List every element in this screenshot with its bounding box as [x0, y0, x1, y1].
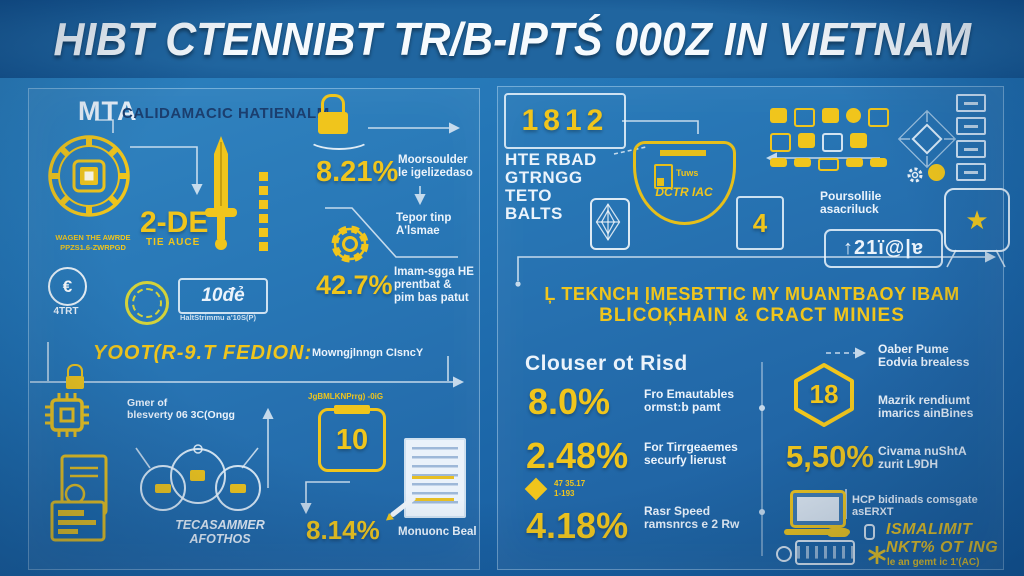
stat-8-14-label: Monuonc Beal: [398, 526, 477, 538]
title-band: HIBT CTENNIBT TR/B-IPTŚ 000Z IN VIETNAM: [0, 0, 1024, 78]
risk-stat2: 2.48%: [526, 435, 629, 476]
stat-2de: 2-DE: [140, 206, 209, 239]
stat-8-14: 8.14%: [306, 515, 380, 545]
certificate-icon: [48, 452, 118, 544]
stat-42-7-label: Imam-sgga HE prentbat & pim bas patut: [394, 266, 474, 304]
section-note: Mowngjlnngn CIsncY: [312, 347, 424, 359]
banner-line2: BLICOĶHAIN & CRACT MINIES: [599, 305, 905, 326]
stat-42-7: 42.7%: [316, 270, 393, 300]
side-note1: Oaber Pume Eodvia brealess: [878, 342, 970, 370]
footer-title: ISMALIMIT NKT% OT ING: [886, 521, 999, 556]
hexagon-icon: [790, 362, 858, 428]
four-box: 4: [736, 196, 784, 250]
side-note2: Mazrik rendiumt imarics ainBines: [878, 393, 974, 421]
sword-icon: [203, 136, 239, 254]
stat-1812-box: 1812: [504, 93, 626, 149]
coin-outline-icon: [776, 546, 792, 562]
padlock-icon: [66, 364, 84, 389]
presentation-board-icon: ★: [944, 188, 1010, 252]
gear-icon: [326, 220, 374, 268]
section-header: YOOT(R-9.T FEDION:: [93, 342, 313, 364]
star-icon: ★: [965, 204, 989, 235]
banner-line1: Ļ TEKNCH ĮMESBTTIC MY MUANTBAOY IBAM: [544, 284, 960, 304]
keyboard-icon: [795, 540, 855, 565]
chip-icon: [42, 390, 92, 440]
left-panel: [28, 88, 480, 570]
ten-die-value: 10đẻ: [201, 285, 245, 306]
ten-die-badge: 10đẻ: [178, 278, 268, 314]
euro-coin-icon: €: [48, 267, 87, 306]
footer-caption: le an gemt ic 1'(AC): [887, 557, 980, 568]
mic-icon: [864, 524, 875, 540]
network-label: TECASAMMER AFOTHOS: [175, 518, 265, 546]
coin-small-icon: [928, 164, 945, 181]
qr-phone-icon: [590, 198, 630, 250]
shield-label: DCTR IAC: [655, 185, 713, 199]
network-icon: [130, 444, 270, 516]
dotted-column-icon: [259, 172, 268, 251]
calendar-caption: JgBMLKNPrrg) -0iG: [308, 392, 384, 401]
stat-8-21-label: Moorsoulder le igelizedaso: [398, 154, 473, 179]
stat-8-21: 8.21%: [316, 156, 399, 188]
asterisk-icon: [868, 546, 886, 564]
risk-stat2-label: For Tirrgeaemes securfy lierust: [644, 440, 738, 468]
left-subtitle: CALIDAMACIC HATIENALM: [122, 105, 330, 122]
stat-2de-caption: TIE AUCE: [146, 237, 201, 248]
side-stat: 5,50%: [786, 439, 874, 474]
diamond-ornament-icon: [898, 110, 956, 168]
risk-stat1-label: Fro Emautables ormst:b pamt: [644, 387, 735, 415]
four-value: 4: [752, 207, 768, 238]
hex-value: 18: [809, 379, 839, 409]
mta-label: MTA: [78, 96, 138, 126]
app-grid-icon: [770, 108, 889, 171]
pill-icon: [827, 528, 849, 537]
cluster-caption: Poursollile asacriluck: [820, 189, 882, 217]
data-squares-icon: [956, 94, 986, 181]
laptop-note: HCP bidinads comsgate asERXT: [852, 494, 978, 519]
ten-die-caption: HaltStrimmu a'10S(P): [180, 313, 256, 322]
laptop-icon: [784, 490, 850, 535]
shield-tag: Tuws: [676, 168, 699, 178]
emblem-caption: WAGEN THE AWRDE PPZS1.6-ZWRPGD: [55, 233, 131, 252]
euro-caption: 4TRT: [53, 306, 79, 317]
badge-21-value: ↑21ï@|ɐ: [842, 237, 925, 259]
gear-small-icon: [906, 166, 924, 184]
page-title: HIBT CTENNIBT TR/B-IPTŚ 000Z IN VIETNAM: [53, 13, 971, 65]
chip-note: Gmer of blesverty 06 3C(Ongg: [127, 397, 235, 421]
right-headline: HTE RBAD GTRNGG TETO BALTS: [505, 150, 597, 223]
risk-stat1: 8.0%: [528, 381, 611, 422]
right-panel: [497, 86, 1004, 570]
document-icon: [404, 438, 466, 518]
calendar-icon: 10: [318, 405, 386, 472]
risk-stat3-label: Rasr Speed ramsnrcs e 2 Rw: [644, 504, 740, 532]
risk-stat3: 4.18%: [526, 505, 629, 546]
calendar-value: 10: [335, 423, 369, 456]
badge-21: ↑21ï@|ɐ: [824, 229, 943, 268]
risk-diamond-note: 47 35.17 1-193: [554, 479, 586, 498]
stat-1812: 1812: [521, 104, 609, 137]
risk-header: Clouser ot Risd: [525, 352, 688, 375]
mta-emblem-icon: [46, 133, 132, 219]
coin-icon: [125, 281, 169, 325]
side-note3: Civama nuShtA zurit L9DH: [878, 444, 967, 472]
arc-base-icon: [308, 128, 370, 150]
mid-note: Tepor tinp A'lsmae: [396, 212, 452, 237]
